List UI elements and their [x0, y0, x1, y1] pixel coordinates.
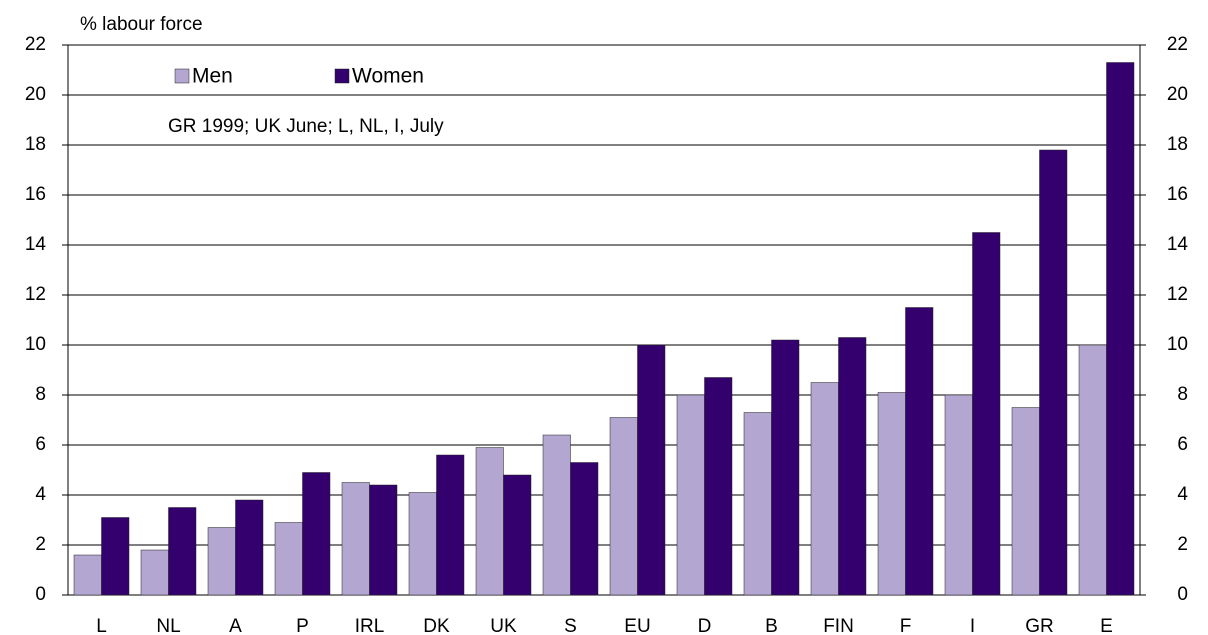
y2-tick-label: 2 [1177, 534, 1188, 555]
bar [877, 392, 906, 596]
bar [475, 447, 504, 596]
y-tick-label: 8 [35, 384, 46, 405]
bar [771, 339, 800, 596]
y-tick-label: 18 [25, 134, 46, 155]
y2-tick-label: 6 [1177, 434, 1188, 455]
legend-swatch [334, 68, 350, 84]
bar [838, 337, 867, 596]
bar [207, 527, 236, 596]
bar [609, 417, 638, 596]
bar [274, 522, 303, 596]
bar [810, 382, 839, 596]
x-tick-label: EU [624, 616, 650, 635]
bar [570, 462, 599, 596]
bar [1011, 407, 1040, 596]
y2-tick-label: 22 [1167, 34, 1188, 55]
bar [1106, 62, 1135, 596]
bar [542, 434, 571, 596]
y-tick-label: 20 [25, 84, 46, 105]
bar [676, 394, 705, 596]
x-tick-label: DK [423, 616, 450, 635]
bar [436, 454, 465, 596]
y-tick-label: 14 [25, 234, 47, 255]
x-tick-label: A [229, 616, 242, 635]
x-tick-label: F [900, 616, 912, 635]
annotation: GR 1999; UK June; L, NL, I, July [168, 116, 444, 137]
y2-tick-label: 18 [1167, 134, 1188, 155]
y2-tick-label: 12 [1167, 284, 1188, 305]
legend-label: Women [352, 65, 424, 88]
bar [140, 549, 169, 596]
y-tick-label: 10 [25, 334, 46, 355]
y2-tick-label: 8 [1177, 384, 1188, 405]
x-tick-label: S [564, 616, 577, 635]
x-tick-label: D [698, 616, 712, 635]
bar [302, 472, 331, 596]
x-tick-label: FIN [823, 616, 854, 635]
bar [905, 307, 934, 596]
bar [235, 499, 264, 596]
bar [743, 412, 772, 596]
bar [369, 484, 398, 596]
y2-tick-label: 16 [1167, 184, 1188, 205]
bar [341, 482, 370, 596]
y-tick-label: 16 [25, 184, 46, 205]
bar [704, 377, 733, 596]
bar [408, 492, 437, 596]
y-tick-label: 2 [35, 534, 46, 555]
y2-tick-label: 4 [1177, 484, 1188, 505]
y2-tick-label: 10 [1167, 334, 1188, 355]
bar [168, 507, 197, 596]
legend-label: Men [192, 65, 233, 88]
bar [73, 554, 102, 596]
bar [972, 232, 1001, 596]
y-tick-label: 22 [25, 34, 46, 55]
x-tick-label: UK [490, 616, 517, 635]
y-tick-label: 6 [35, 434, 46, 455]
x-tick-label: L [96, 616, 107, 635]
x-tick-label: P [296, 616, 309, 635]
bar [1039, 149, 1068, 596]
bar [1078, 344, 1107, 596]
x-tick-label: IRL [355, 616, 385, 635]
bar [637, 344, 666, 596]
x-tick-label: I [970, 616, 975, 635]
y2-tick-label: 0 [1177, 584, 1188, 605]
y-tick-label: 4 [35, 484, 46, 505]
y-tick-label: 12 [25, 284, 46, 305]
bar [503, 474, 532, 596]
y2-tick-label: 20 [1167, 84, 1188, 105]
x-tick-label: GR [1025, 616, 1054, 635]
x-tick-label: NL [156, 616, 180, 635]
x-tick-label: B [765, 616, 778, 635]
plot-frame [67, 44, 1141, 596]
legend-swatch [174, 68, 190, 84]
x-tick-label: E [1100, 616, 1113, 635]
bar [944, 394, 973, 596]
y-axis-title: % labour force [80, 14, 203, 35]
bar [101, 517, 130, 596]
y2-tick-label: 14 [1167, 234, 1189, 255]
y-tick-label: 0 [35, 584, 46, 605]
